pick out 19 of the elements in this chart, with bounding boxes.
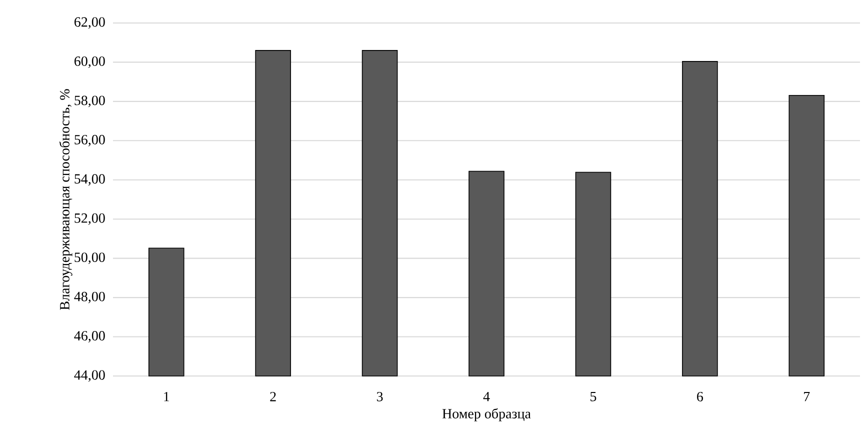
y-tick-label: 50,00 bbox=[74, 252, 105, 264]
x-axis-title: Номер образца bbox=[442, 408, 531, 422]
y-tick-label: 62,00 bbox=[74, 17, 105, 29]
x-tick-label: 7 bbox=[804, 392, 810, 402]
y-tick-label: 44,00 bbox=[74, 370, 105, 382]
x-tick-label: 3 bbox=[376, 392, 383, 402]
y-tick-label: 54,00 bbox=[74, 174, 105, 186]
y-tick-label: 48,00 bbox=[74, 292, 105, 304]
y-tick-label: 56,00 bbox=[74, 134, 105, 146]
y-tick-label: 58,00 bbox=[74, 96, 105, 108]
x-tick-label: 5 bbox=[590, 392, 596, 402]
y-tick-label: 46,00 bbox=[74, 331, 105, 342]
x-tick-label: 1 bbox=[164, 392, 170, 402]
x-tick-label: 2 bbox=[270, 392, 276, 402]
y-tick-label: 52,00 bbox=[74, 213, 105, 225]
x-tick-label: 6 bbox=[697, 392, 704, 402]
y-axis-title: Влагоудерживающая способность, % bbox=[59, 89, 72, 310]
y-tick-label: 60,00 bbox=[74, 56, 105, 68]
x-tick-label: 4 bbox=[483, 392, 490, 402]
